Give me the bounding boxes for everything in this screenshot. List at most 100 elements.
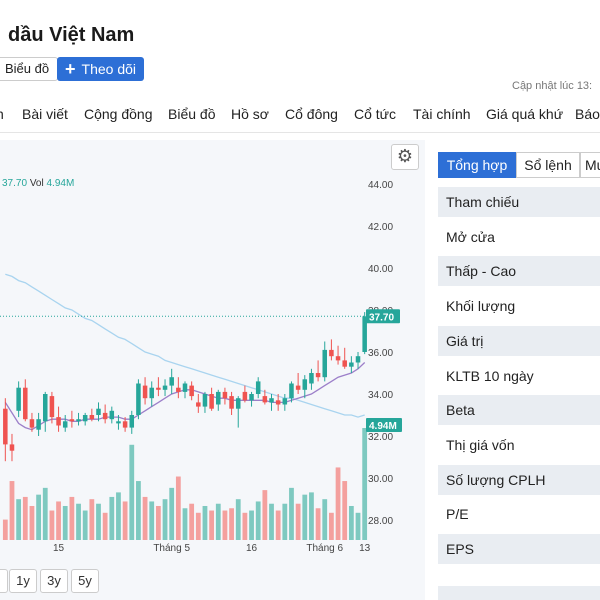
candle-body: [122, 421, 128, 428]
row-avg-volume-10d: KLTB 10 ngày: [446, 368, 534, 384]
candle-body: [302, 379, 308, 390]
candle-body: [255, 381, 261, 394]
volume-bar: [335, 467, 341, 540]
volume-bar: [309, 492, 314, 540]
nav-item-articles[interactable]: Bài viết: [22, 106, 68, 122]
volume-bar: [275, 510, 281, 540]
volume-bar: [129, 444, 135, 540]
page-title: dầu Việt Nam: [8, 24, 135, 46]
candle-body: [142, 385, 148, 399]
time-axis-label: 13: [359, 543, 371, 554]
tab-summary[interactable]: Tổng hợp: [438, 152, 516, 178]
candle-body: [169, 377, 174, 386]
chart-legend: 37.70 Vol 4.94M: [2, 178, 74, 189]
candle-body: [216, 391, 221, 405]
row-low-high: Thấp - Cao: [438, 256, 600, 286]
candle-body: [49, 396, 55, 418]
volume-bar: [9, 481, 15, 540]
volume-bar: [229, 508, 234, 540]
volume-bar: [122, 501, 128, 540]
candle-body: [342, 360, 347, 367]
volume-bar: [202, 505, 208, 540]
nav-item-community[interactable]: Cộng đồng: [84, 106, 153, 122]
row-reference: Tham chiếu: [438, 187, 600, 217]
candle-body: [295, 385, 301, 390]
row-value: Giá trị: [438, 326, 600, 356]
volume-bar: [142, 496, 148, 540]
panel-footer: [438, 586, 600, 600]
candle-body: [9, 444, 15, 451]
price-axis-label: 40.00: [368, 264, 393, 275]
range-button-5y[interactable]: 5y: [71, 569, 99, 593]
candle-body: [156, 387, 161, 390]
volume-bar: [109, 496, 115, 540]
range-button-truncated[interactable]: [0, 569, 8, 593]
volume-bar: [149, 501, 155, 540]
price-badge-label: 37.70: [369, 312, 394, 323]
candle-body: [349, 362, 354, 367]
price-axis-label: 30.00: [368, 474, 393, 485]
candle-body: [182, 383, 188, 392]
main-nav: n Bài viết Cộng đồng Biểu đồ Hồ sơ Cổ đô…: [0, 96, 600, 133]
candle-body: [355, 356, 361, 363]
row-open: Mở cửa: [446, 229, 495, 245]
nav-item-price-history[interactable]: Giá quá khứ: [486, 106, 564, 122]
nav-item-truncated[interactable]: n: [0, 106, 4, 122]
range-button-3y[interactable]: 3y: [40, 569, 68, 593]
range-button-1y[interactable]: 1y: [9, 569, 37, 593]
legend-vol-label: Vol: [29, 178, 44, 189]
volume-bar: [322, 499, 328, 540]
candle-body: [23, 387, 28, 420]
nav-item-financials[interactable]: Tài chính: [413, 106, 471, 122]
nav-item-reports[interactable]: Báo: [575, 106, 600, 122]
volume-bar: [69, 496, 75, 540]
candle-body: [29, 419, 35, 428]
candle-body: [262, 396, 268, 403]
candle-body: [76, 419, 81, 422]
price-chart[interactable]: 44.0042.0040.0038.0036.0034.0032.0030.00…: [0, 140, 425, 600]
tab-order-book[interactable]: Sổ lệnh: [516, 152, 580, 178]
candle-body: [362, 316, 367, 352]
volume-badge-label: 4.94M: [369, 421, 397, 432]
candle-body: [222, 391, 228, 399]
price-badge: [366, 309, 400, 324]
row-beta: Beta: [438, 395, 600, 425]
nav-item-dividends[interactable]: Cổ tức: [354, 106, 397, 122]
volume-bar: [22, 496, 28, 540]
nav-item-shareholders[interactable]: Cổ đông: [285, 106, 338, 122]
volume-bar: [76, 503, 81, 540]
row-market-cap: Thị giá vốn: [446, 437, 515, 453]
volume-bar: [2, 519, 8, 540]
follow-label: Theo dõi: [81, 61, 136, 77]
volume-bar: [29, 505, 35, 540]
price-axis-label: 44.00: [368, 180, 393, 191]
nav-item-profile[interactable]: Hồ sơ: [231, 106, 269, 122]
volume-bar: [82, 510, 88, 540]
price-axis-label: 42.00: [368, 222, 393, 233]
gear-icon[interactable]: ⚙: [391, 144, 419, 170]
candle-body: [289, 383, 294, 399]
tab-more[interactable]: Mu: [580, 152, 600, 178]
chart-button[interactable]: Biểu đồ: [0, 57, 59, 81]
volume-bar: [295, 503, 301, 540]
candle-body: [242, 391, 248, 401]
nav-item-chart[interactable]: Biểu đồ: [168, 106, 216, 122]
volume-bar: [102, 512, 108, 540]
time-axis-label: Tháng 6: [306, 543, 343, 554]
candle-body: [162, 385, 168, 390]
candle-body: [282, 398, 288, 405]
volume-bar: [269, 503, 274, 540]
candle-body: [322, 349, 328, 378]
candle-body: [309, 373, 314, 384]
volume-bar: [136, 481, 141, 540]
follow-button[interactable]: + Theo dõi: [57, 57, 144, 81]
volume-bar: [289, 487, 294, 540]
candle-body: [209, 394, 214, 409]
time-axis-label: 15: [53, 543, 65, 554]
row-pe: P/E: [446, 506, 469, 522]
candle-body: [16, 387, 21, 411]
candle-body: [96, 408, 101, 415]
time-axis-label: Tháng 5: [153, 543, 190, 554]
candle-body: [69, 419, 75, 422]
candle-body: [235, 398, 241, 409]
